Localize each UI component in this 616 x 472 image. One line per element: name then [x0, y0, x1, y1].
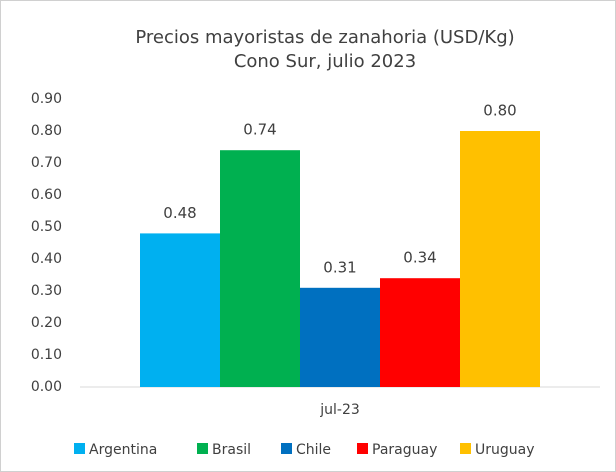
y-tick-label: 0.60 — [31, 187, 62, 203]
value-label: 0.74 — [243, 121, 276, 139]
legend-label: Argentina — [89, 442, 157, 458]
x-tick-label: jul-23 — [319, 402, 360, 418]
legend-swatch — [74, 443, 85, 454]
y-tick-label: 0.10 — [31, 347, 62, 363]
value-label: 0.80 — [483, 102, 516, 120]
legend-label: Brasil — [212, 442, 251, 458]
bar — [140, 233, 220, 387]
legend-swatch — [197, 443, 208, 454]
y-tick-label: 0.00 — [31, 379, 62, 395]
y-tick-label: 0.20 — [31, 315, 62, 331]
y-tick-label: 0.80 — [31, 123, 62, 139]
y-tick-label: 0.30 — [31, 283, 62, 299]
bar — [380, 278, 460, 387]
y-tick-label: 0.70 — [31, 155, 62, 171]
chart-subtitle: Cono Sur, julio 2023 — [234, 51, 416, 72]
legend-label: Uruguay — [475, 442, 535, 458]
bar — [300, 287, 380, 387]
legend-swatch — [281, 443, 292, 454]
legend-swatch — [357, 443, 368, 454]
bar — [460, 131, 540, 387]
value-label: 0.34 — [403, 249, 436, 267]
legend-label: Chile — [296, 442, 331, 458]
legend-label: Paraguay — [372, 442, 437, 458]
y-tick-label: 0.50 — [31, 219, 62, 235]
chart-title: Precios mayoristas de zanahoria (USD/Kg) — [135, 27, 514, 48]
value-label: 0.31 — [323, 258, 356, 276]
y-tick-label: 0.40 — [31, 251, 62, 267]
bar — [220, 150, 300, 387]
legend-swatch — [460, 443, 471, 454]
value-label: 0.48 — [163, 204, 196, 222]
y-tick-label: 0.90 — [31, 91, 62, 107]
